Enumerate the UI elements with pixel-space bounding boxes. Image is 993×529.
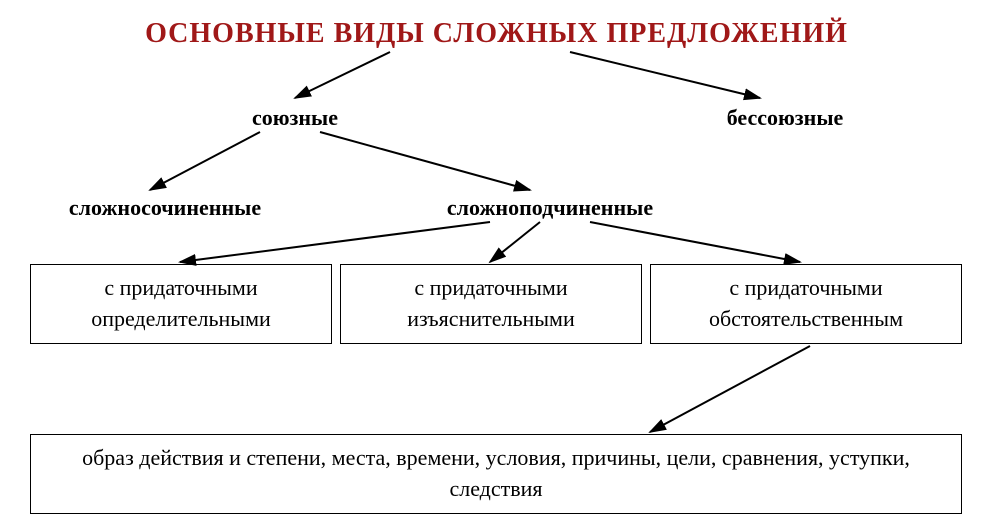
node-bessoyuznye: бессоюзные — [700, 105, 870, 131]
node-soyuznye: союзные — [235, 105, 355, 131]
box-obstoy: с придаточными обстоятельственным — [650, 264, 962, 344]
box-opredel: с придаточными определительными — [30, 264, 332, 344]
diagram-title: ОСНОВНЫЕ ВИДЫ СЛОЖНЫХ ПРЕДЛОЖЕНИЙ — [0, 18, 993, 50]
box-izyasn-label: с придаточными изъяснительными — [347, 273, 635, 335]
node-slozhnopodch: сложноподчиненные — [420, 195, 680, 221]
box-bottom: образ действия и степени, места, времени… — [30, 434, 962, 514]
box-opredel-label: с придаточными определительными — [37, 273, 325, 335]
box-obstoy-label: с придаточными обстоятельственным — [657, 273, 955, 335]
node-slozhnosoch: сложносочиненные — [35, 195, 295, 221]
box-izyasn: с придаточными изъяснительными — [340, 264, 642, 344]
box-bottom-label: образ действия и степени, места, времени… — [43, 443, 949, 505]
